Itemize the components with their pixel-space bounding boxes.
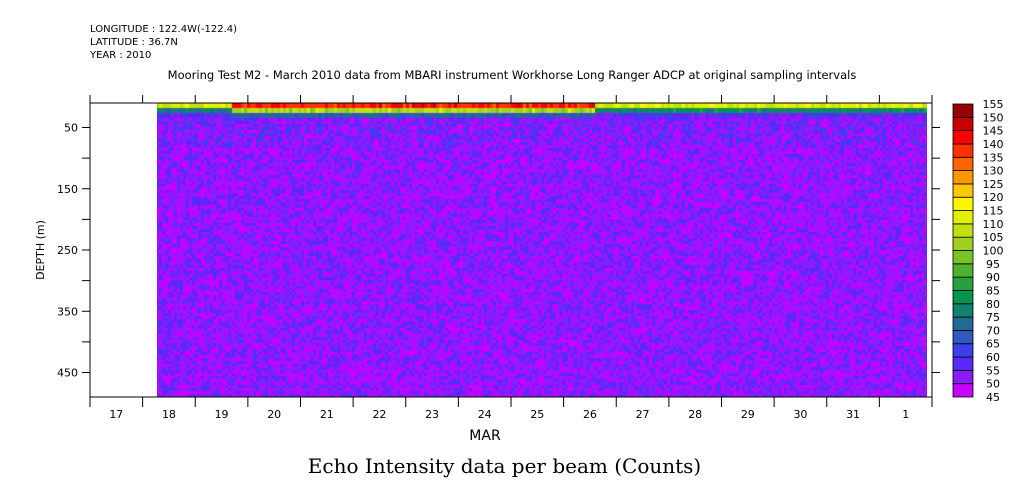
year-label: YEAR : 2010 [90,50,152,61]
y-axis-label: DEPTH (m) [34,220,47,280]
x-tick-label: 30 [793,408,807,421]
x-tick-label: 25 [530,408,544,421]
colorbar-swatch [952,103,974,118]
colorbar-label: 65 [986,338,1000,351]
colorbar-swatch [952,170,974,185]
chart-title: Mooring Test M2 - March 2010 data from M… [167,68,857,82]
colorbar-label: 105 [983,231,1004,244]
colorbar-swatch [952,183,974,198]
x-tick-label: 22 [372,408,386,421]
colorbar-swatch [952,290,974,305]
bottom-title: Echo Intensity data per beam (Counts) [307,454,702,478]
y-tick-label: 450 [57,367,78,380]
colorbar-label: 145 [983,125,1004,138]
colorbar-swatch [952,316,974,331]
x-tick-label: 18 [162,408,176,421]
x-tick-label: 20 [267,408,281,421]
colorbar-label: 90 [986,271,1000,284]
colorbar-label: 85 [986,284,1000,297]
colorbar-swatch [952,143,974,158]
x-tick-label: 23 [425,408,439,421]
colorbar-swatch [952,356,974,371]
colorbar-label: 60 [986,351,1000,364]
y-tick-label: 150 [57,183,78,196]
colorbar-label: 140 [983,138,1004,151]
y-tick-label: 50 [64,122,78,135]
colorbar-swatch [952,383,974,398]
colorbar-label: 150 [983,111,1004,124]
colorbar-swatch [952,130,974,145]
colorbar-swatch [952,236,974,251]
colorbar-swatch [952,343,974,358]
colorbar-swatch [952,116,974,132]
colorbar-label: 80 [986,298,1000,311]
x-tick-label: 1 [902,408,909,421]
colorbar-swatch [952,330,974,345]
echo-intensity-heatmap [157,103,927,397]
colorbar-swatch [952,223,974,238]
x-tick-label: 29 [741,408,755,421]
y-tick-label: 250 [57,244,78,257]
colorbar-label: 70 [986,324,1000,337]
colorbar-label: 155 [983,98,1004,111]
x-tick-label: 28 [688,408,702,421]
colorbar-label: 130 [983,165,1004,178]
colorbar-label: 75 [986,311,1000,324]
colorbar-label: 95 [986,258,1000,271]
colorbar-label: 125 [983,178,1004,191]
colorbar-label: 45 [986,391,1000,404]
colorbar-label: 50 [986,378,1000,391]
latitude-label: LATITUDE : 36.7N [90,37,178,48]
colorbar-swatch [952,196,974,211]
colorbar-label: 115 [983,205,1004,218]
colorbar-swatch [952,250,974,265]
plot-frame [89,102,933,398]
y-tick-label: 350 [57,305,78,318]
x-tick-label: 21 [320,408,334,421]
longitude-label: LONGITUDE : 122.4W(-122.4) [90,24,237,35]
colorbar-swatch [952,210,974,225]
colorbar-swatch [952,369,974,385]
colorbar-swatch [952,303,974,318]
colorbar-swatch [952,276,974,291]
x-tick-label: 27 [636,408,650,421]
x-tick-label: 26 [583,408,597,421]
colorbar-label: 100 [983,245,1004,258]
colorbar-swatch [952,156,974,171]
colorbar-label: 55 [986,364,1000,377]
colorbar-label: 135 [983,151,1004,164]
x-tick-label: 24 [478,408,492,421]
colorbar-label: 110 [983,218,1004,231]
x-tick-label: 19 [215,408,229,421]
colorbar-swatch [952,263,974,278]
x-axis-label: MAR [469,428,501,444]
colorbar-label: 120 [983,191,1004,204]
x-tick-label: 17 [109,408,123,421]
x-tick-label: 31 [846,408,860,421]
